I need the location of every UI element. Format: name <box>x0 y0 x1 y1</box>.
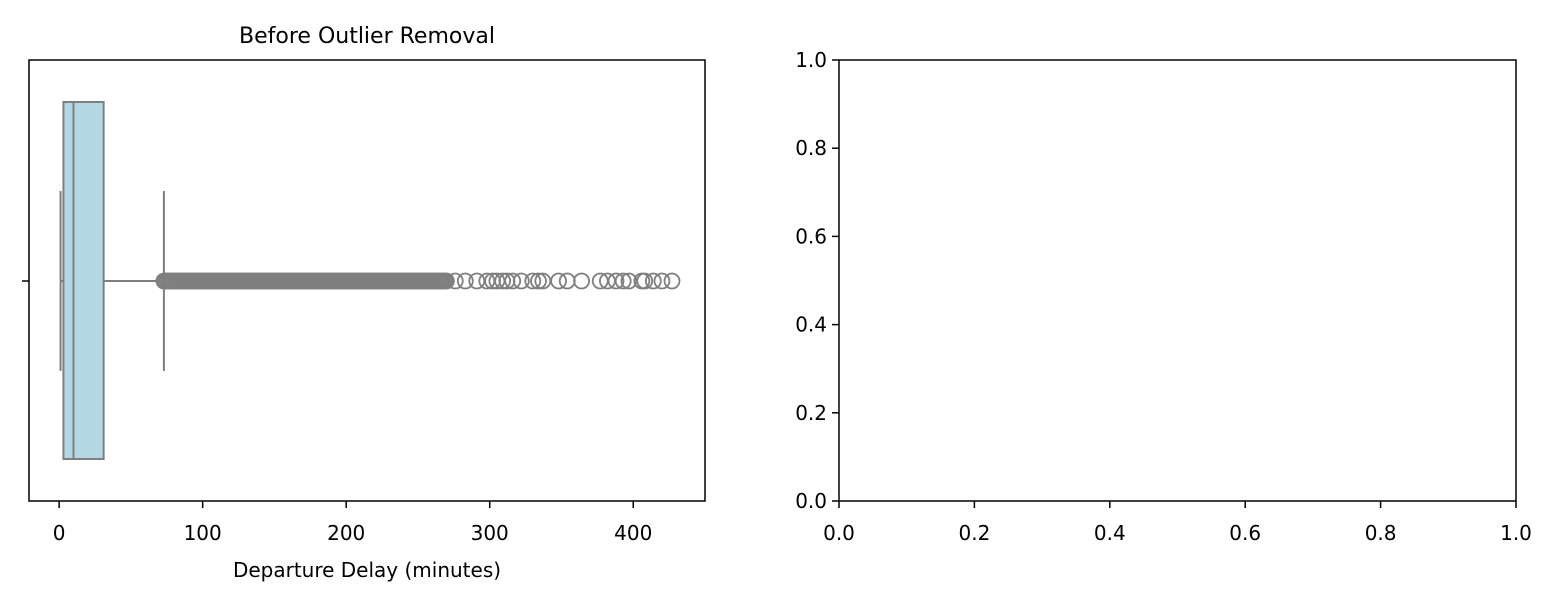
chart-left-marks <box>59 101 681 460</box>
outlier-point <box>653 272 671 290</box>
y-tick-label: 0.0 <box>795 489 827 513</box>
outlier-point <box>512 272 530 290</box>
x-tick-label: 0.2 <box>958 521 990 545</box>
x-tick-label: 1.0 <box>1500 521 1532 545</box>
outlier-point <box>456 272 474 290</box>
outlier-point <box>437 272 455 290</box>
outlier-point <box>550 272 568 290</box>
outlier-point <box>446 272 464 290</box>
chart-right: 0.0 0.2 0.4 0.6 0.8 1.0 0.0 0.2 0.4 0.6 0.8 1.0 <box>795 48 1532 545</box>
outlier-point <box>644 272 662 290</box>
chart-left: Before Outlier Removal 0 100 200 300 400 Dep… <box>22 24 706 582</box>
x-tick-label: 0.8 <box>1365 521 1397 545</box>
x-tick-label: 0 <box>53 521 66 545</box>
chart-left-x-ticks: 0 100 200 300 400 <box>53 501 652 545</box>
outlier-point <box>614 272 632 290</box>
chart-left-title: Before Outlier Removal <box>239 24 495 49</box>
y-tick-label: 0.8 <box>795 136 827 160</box>
outlier-point <box>494 272 512 290</box>
outlier-point <box>573 272 590 290</box>
chart-right-axes-frame <box>838 59 1517 502</box>
y-tick-label: 1.0 <box>795 48 827 72</box>
outlier-point <box>636 272 654 290</box>
x-tick-label: 0.0 <box>823 521 855 545</box>
x-tick-label: 300 <box>471 521 509 545</box>
outlier-point <box>607 272 625 290</box>
iqr-box <box>62 101 105 460</box>
outlier-point <box>663 272 681 290</box>
y-tick-label: 0.6 <box>795 224 827 248</box>
chart-right-x-ticks: 0.0 0.2 0.4 0.6 0.8 1.0 <box>823 501 1532 545</box>
outlier-point <box>524 272 542 290</box>
chart-left-xlabel: Departure Delay (minutes) <box>233 558 501 582</box>
x-tick-label: 400 <box>614 521 652 545</box>
x-tick-label: 0.6 <box>1229 521 1261 545</box>
chart-right-y-ticks: 0.0 0.2 0.4 0.6 0.8 1.0 <box>795 48 839 513</box>
outlier-point <box>504 272 522 290</box>
x-tick-label: 200 <box>327 521 365 545</box>
y-tick-label: 0.2 <box>795 401 827 425</box>
x-tick-label: 0.4 <box>1094 521 1126 545</box>
x-tick-label: 100 <box>184 521 222 545</box>
y-tick-label: 0.4 <box>795 313 827 337</box>
outlier-point <box>530 272 547 290</box>
